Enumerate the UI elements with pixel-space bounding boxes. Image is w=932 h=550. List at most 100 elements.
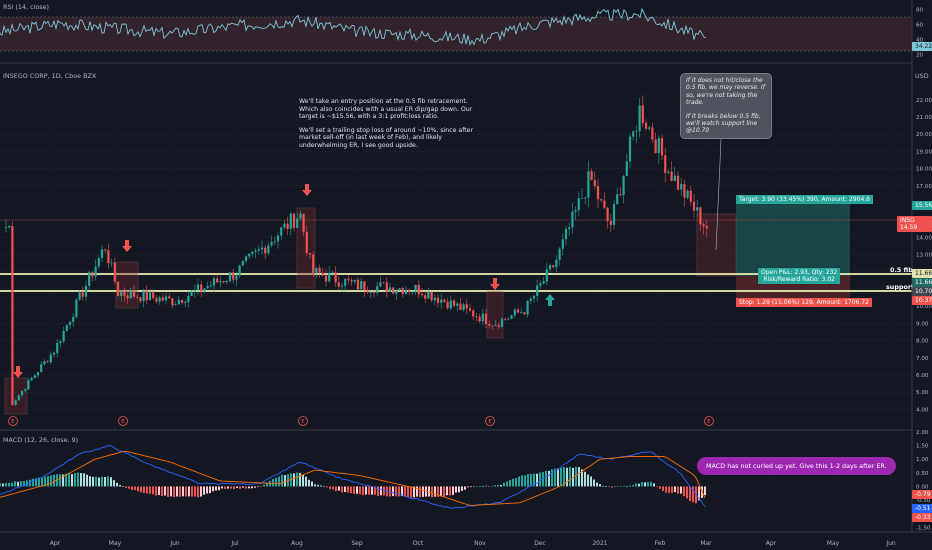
candle-body — [68, 321, 72, 325]
candle-body — [36, 372, 40, 376]
earnings-marker[interactable] — [118, 416, 128, 426]
macd-bar — [446, 486, 448, 496]
stop-price-tag: 10.37 — [912, 296, 932, 305]
macd-bar — [527, 474, 529, 487]
time-tick: May — [109, 540, 122, 547]
macd-bar — [440, 486, 442, 497]
entry-note-paragraph-2: We'll set a trailing stop loss of around… — [299, 126, 474, 149]
earnings-marker[interactable] — [485, 416, 495, 426]
candle-body — [91, 272, 94, 277]
macd-bar — [539, 472, 541, 487]
candle-body — [596, 186, 600, 200]
candle-body — [33, 375, 36, 379]
macd-bar — [575, 466, 577, 487]
macd-bar — [509, 479, 511, 487]
candle-body — [350, 280, 353, 282]
entry-note-paragraph-1: We'll take an entry position at the 0.5 … — [299, 98, 473, 121]
candle-body — [536, 285, 539, 296]
macd-bar — [308, 479, 310, 487]
candle-body — [158, 297, 161, 302]
candle-body — [523, 312, 526, 315]
macd-bar — [437, 486, 439, 497]
price-tick: 13.00 — [916, 253, 932, 259]
macd-bar — [203, 486, 205, 495]
candle-body — [564, 229, 568, 240]
candle-body — [196, 284, 200, 291]
macd-bar — [311, 481, 313, 487]
macd-bar — [8, 482, 10, 487]
candle-body — [475, 316, 478, 318]
candle-body — [88, 272, 91, 286]
candle-body — [328, 272, 331, 282]
macd-bar — [71, 474, 73, 487]
candle-body — [43, 361, 46, 365]
candle-body — [206, 286, 209, 289]
macd-bar — [416, 486, 418, 497]
candle-body — [331, 272, 334, 274]
macd-bar — [14, 481, 16, 487]
macd-bar — [683, 486, 685, 497]
macd-bar — [200, 486, 202, 497]
candle-body — [644, 122, 648, 129]
macd-bar — [494, 485, 496, 487]
macd-bar — [617, 486, 619, 488]
candle-body — [97, 258, 100, 267]
candle-body — [411, 291, 414, 293]
macd-bar — [521, 475, 523, 487]
symbol-title: INSEGO CORP, 1D, Cboe BZX — [3, 72, 97, 80]
macd-bar — [401, 486, 403, 497]
candle-body — [222, 281, 225, 283]
macd-bar — [569, 466, 571, 487]
time-tick: Apr — [766, 540, 777, 547]
macd-bar — [185, 486, 187, 497]
macd-bar — [110, 477, 112, 487]
candle-body — [187, 296, 190, 303]
highlight-boxes — [4, 207, 504, 415]
candle-body — [670, 171, 673, 181]
macd-bar — [626, 486, 628, 487]
macd-bar — [587, 474, 589, 487]
candle-body — [308, 253, 312, 255]
candle-body — [542, 281, 545, 284]
macd-bar — [584, 471, 586, 487]
macd-bar — [161, 486, 163, 496]
macd-tick: 0.50 — [916, 471, 929, 477]
macd-bar — [341, 486, 343, 493]
macd-bar — [380, 486, 382, 496]
macd-bar — [188, 486, 190, 497]
macd-bar — [2, 483, 4, 487]
macd-bar — [599, 484, 601, 487]
candle-body — [107, 250, 110, 264]
price-tick: 5.00 — [916, 390, 929, 396]
candle-body — [270, 241, 273, 246]
candle-body — [283, 223, 286, 228]
candle-body — [609, 221, 612, 225]
macd-bar — [368, 486, 370, 495]
macd-bar — [650, 481, 652, 487]
candle-body — [376, 286, 379, 293]
candle-body — [116, 281, 120, 296]
rsi-tick: 40 — [916, 38, 924, 44]
candle-body — [478, 316, 481, 322]
candle-body — [56, 343, 59, 353]
macd-bar — [44, 476, 46, 487]
candle-body — [440, 299, 443, 303]
macd-bar — [329, 486, 331, 490]
earnings-marker[interactable] — [298, 416, 308, 426]
macd-bar — [635, 483, 637, 487]
earnings-marker[interactable] — [8, 416, 18, 426]
macd-bar — [578, 467, 580, 487]
candle-body — [14, 400, 17, 405]
candle-body — [164, 296, 168, 301]
candle-body — [494, 325, 497, 327]
candle-body — [129, 290, 132, 299]
candle-body — [388, 287, 392, 292]
macd-bar — [251, 486, 253, 489]
macd-bar — [647, 481, 649, 487]
earnings-marker[interactable] — [704, 416, 714, 426]
macd-bar — [350, 486, 352, 494]
macd-bar — [62, 474, 64, 487]
candle-body — [488, 324, 491, 326]
macd-bar — [530, 473, 532, 487]
macd-bar — [623, 485, 625, 487]
